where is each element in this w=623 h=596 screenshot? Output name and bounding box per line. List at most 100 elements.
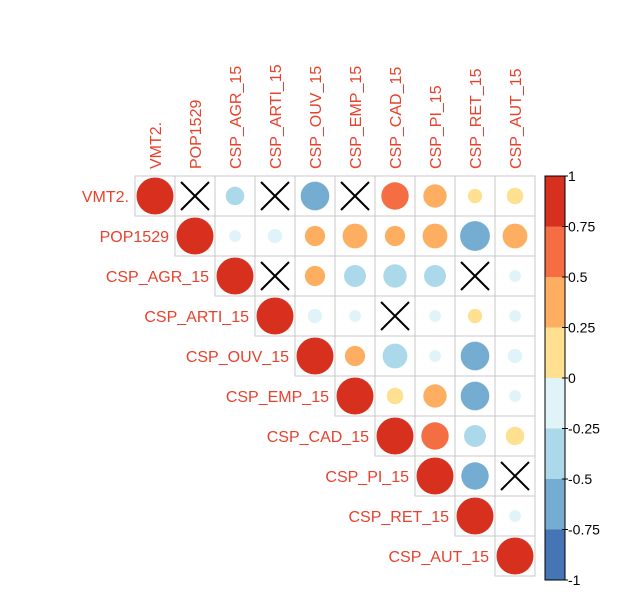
cross-mark	[340, 181, 370, 211]
row-label: CSP_CAD_15	[267, 429, 369, 446]
colorbar-tick-label: 0.5	[568, 269, 588, 285]
colorbar-tick-label: 0.25	[568, 320, 595, 336]
colorbar-segment	[545, 327, 565, 378]
correlation-circle	[507, 348, 523, 364]
cross-mark	[460, 261, 490, 291]
correlation-circle	[421, 422, 449, 450]
correlation-circle	[429, 350, 441, 362]
insignificance-crosses	[180, 181, 530, 491]
column-label: CSP_AUT_15	[508, 68, 525, 169]
correlation-circle	[304, 265, 326, 287]
correlation-circle	[384, 225, 406, 247]
correlation-circles	[136, 177, 534, 575]
colorbar-segment	[545, 479, 565, 530]
matrix-cell	[414, 175, 456, 217]
cross-mark	[180, 181, 210, 211]
colorbar-tick-label: -0.25	[568, 421, 600, 437]
correlation-circle	[383, 264, 407, 288]
correlation-circle	[307, 308, 323, 324]
row-label: CSP_EMP_15	[226, 389, 329, 406]
correlation-circle	[256, 297, 294, 335]
row-labels: VMT2. POP1529 CSP_AGR_15 CSP_ARTI_15 CSP_OUV…	[82, 189, 489, 566]
column-labels: VMT2. POP1529 CSP_AGR_15 CSP_ARTI_15 CSP_OUV…	[148, 64, 525, 169]
row-label: POP1529	[100, 229, 169, 246]
column-label: CSP_RET_15	[468, 68, 485, 169]
colorbar: 1 0.75 0.5 0.25 0 -0.25 -0.5 -0.75 -1	[544, 168, 600, 588]
correlation-circle	[344, 345, 366, 367]
correlation-circle	[460, 341, 490, 371]
correlation-circle	[509, 270, 521, 282]
colorbar-tick-label: 1	[568, 168, 576, 184]
column-label: POP1529	[188, 100, 205, 169]
correlation-circle	[467, 188, 483, 204]
cross-mark	[380, 301, 410, 331]
correlation-circle	[267, 228, 283, 244]
correlation-circle	[464, 425, 486, 447]
correlation-circle	[225, 186, 245, 206]
correlation-circle	[505, 426, 525, 446]
column-label: CSP_EMP_15	[348, 66, 365, 169]
correlation-circle	[509, 310, 521, 322]
colorbar-segment	[545, 378, 565, 429]
correlation-circle	[300, 181, 330, 211]
correlation-circle	[386, 387, 404, 405]
colorbar-tick-label: -0.5	[568, 471, 592, 487]
correlation-circle	[467, 308, 483, 324]
correlation-circle	[429, 310, 441, 322]
colorbar-segment	[545, 226, 565, 277]
row-label: CSP_OUV_15	[186, 349, 289, 366]
row-label: CSP_PI_15	[325, 469, 409, 486]
colorbar-tick-label: 0	[568, 370, 576, 386]
correlation-circle	[416, 457, 454, 495]
correlation-circle	[344, 265, 366, 287]
column-label: CSP_CAD_15	[388, 67, 405, 169]
colorbar-segment	[545, 529, 565, 580]
correlation-circle	[382, 343, 408, 369]
row-label: CSP_AGR_15	[106, 269, 209, 286]
correlation-circle	[509, 390, 521, 402]
colorbar-tick-label: -1	[568, 572, 581, 588]
correlation-circle	[461, 462, 489, 490]
matrix-cell	[294, 215, 336, 257]
correlation-circle	[304, 225, 326, 247]
column-label: CSP_AGR_15	[228, 66, 245, 169]
correlation-circle	[502, 223, 528, 249]
cross-mark	[500, 461, 530, 491]
colorbar-segment	[545, 277, 565, 328]
column-label: VMT2.	[148, 122, 165, 169]
correlation-circle	[506, 187, 524, 205]
column-label: CSP_ARTI_15	[268, 64, 285, 169]
colorbar-tick-label: 0.75	[568, 219, 595, 235]
correlation-circle	[460, 381, 490, 411]
correlation-circle	[296, 337, 334, 375]
column-label: CSP_OUV_15	[308, 66, 325, 169]
correlation-circle	[460, 221, 490, 251]
correlation-circle	[422, 223, 448, 249]
colorbar-segment	[545, 428, 565, 479]
cross-mark	[260, 181, 290, 211]
correlation-circle	[176, 217, 214, 255]
row-label: CSP_RET_15	[349, 509, 450, 526]
correlation-circle	[136, 177, 174, 215]
correlation-circle	[423, 184, 447, 208]
correlation-circle	[229, 230, 241, 242]
colorbar-segment	[545, 176, 565, 227]
row-label: CSP_ARTI_15	[144, 309, 249, 326]
correlation-circle	[423, 384, 447, 408]
row-label: VMT2.	[82, 189, 129, 206]
correlation-circle	[376, 417, 414, 455]
correlation-circle	[349, 310, 361, 322]
correlation-circle	[456, 497, 494, 535]
correlation-circle	[336, 377, 374, 415]
correlation-circle	[342, 223, 368, 249]
colorbar-tick-label: -0.75	[568, 522, 600, 538]
correlation-circle	[509, 510, 521, 522]
correlation-circle	[424, 265, 446, 287]
cross-mark	[260, 261, 290, 291]
correlation-circle	[496, 537, 534, 575]
correlation-circle	[216, 257, 254, 295]
correlation-circle	[381, 182, 409, 210]
matrix-cell	[294, 255, 336, 297]
row-label: CSP_AUT_15	[389, 549, 490, 566]
